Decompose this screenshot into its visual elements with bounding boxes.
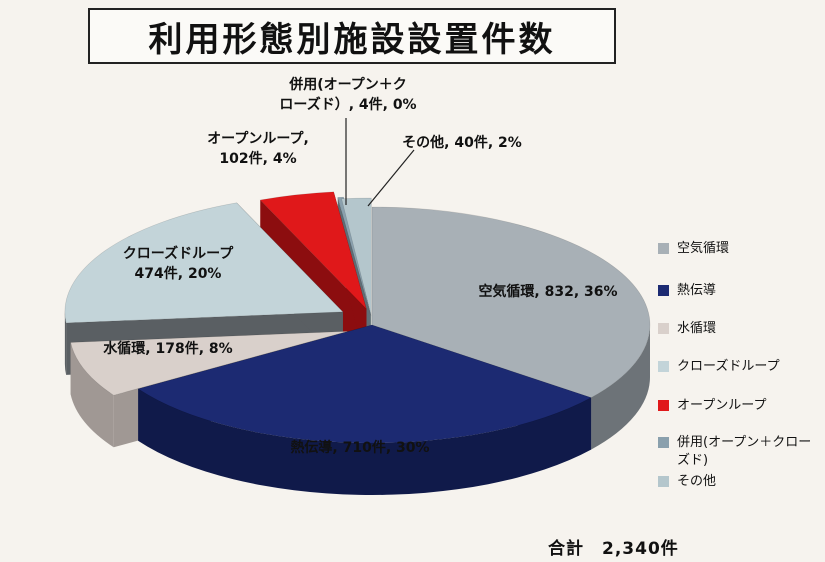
- legend-item: その他: [658, 473, 817, 491]
- data-label-5: 併用(オープン＋クローズド）, 4件, 0%: [279, 76, 416, 113]
- pie-slice-6: [341, 197, 372, 317]
- legend-label: その他: [677, 474, 717, 489]
- legend-swatch: [658, 323, 669, 334]
- data-label-0: 空気循環, 832, 36%: [478, 283, 617, 300]
- legend-swatch: [658, 285, 669, 296]
- pie-slice-1: [137, 324, 592, 444]
- total: 合計 2,340件: [548, 534, 679, 559]
- legend-item: オープンループ: [658, 397, 817, 415]
- slice-rim-1-0: [138, 388, 592, 495]
- pie-slice-5: [337, 196, 371, 315]
- legend-swatch: [658, 361, 669, 372]
- legend-item: 水循環: [658, 320, 817, 338]
- pie-slice-4: [259, 191, 367, 310]
- legend-label: 空気循環: [677, 241, 730, 256]
- total-value: 2,340件: [602, 539, 679, 559]
- data-label-1: 熱伝導, 710件, 30%: [290, 439, 429, 456]
- pie-slice-3: [64, 202, 344, 324]
- legend-item: 空気循環: [658, 240, 817, 258]
- legend-item: クローズドループ: [658, 358, 817, 376]
- legend-label: オープンループ: [677, 398, 767, 413]
- legend-item: 併用(オープン＋クローズド): [658, 434, 817, 470]
- chart-title-box: 利用形態別施設設置件数: [88, 8, 616, 64]
- legend-label: クローズドループ: [677, 359, 780, 374]
- legend-item: 熱伝導: [658, 282, 817, 300]
- pie-slice-0: [371, 206, 651, 398]
- legend-swatch: [658, 243, 669, 254]
- legend-swatch: [658, 437, 669, 448]
- chart-title: 利用形態別施設設置件数: [148, 19, 556, 60]
- pie-slice-2: [70, 331, 348, 396]
- leader-line-6: [367, 149, 415, 207]
- data-label-2: 水循環, 178件, 8%: [103, 340, 232, 357]
- slice-rim-3-0: [64, 311, 67, 375]
- data-label-6: その他, 40件, 2%: [402, 134, 522, 151]
- legend-label: 併用(オープン＋クローズド): [677, 435, 812, 468]
- data-label-4: オープンループ, 102件, 4%: [207, 131, 309, 167]
- slice-rim-2-0: [70, 342, 114, 448]
- legend-label: 水循環: [677, 321, 717, 336]
- total-label: 合計: [548, 539, 584, 559]
- legend-swatch: [658, 476, 669, 487]
- legend-swatch: [658, 400, 669, 411]
- slice-rim-0-0: [591, 325, 650, 450]
- legend-label: 熱伝導: [677, 283, 717, 298]
- data-label-3: クローズドループ 474件, 20%: [123, 245, 234, 282]
